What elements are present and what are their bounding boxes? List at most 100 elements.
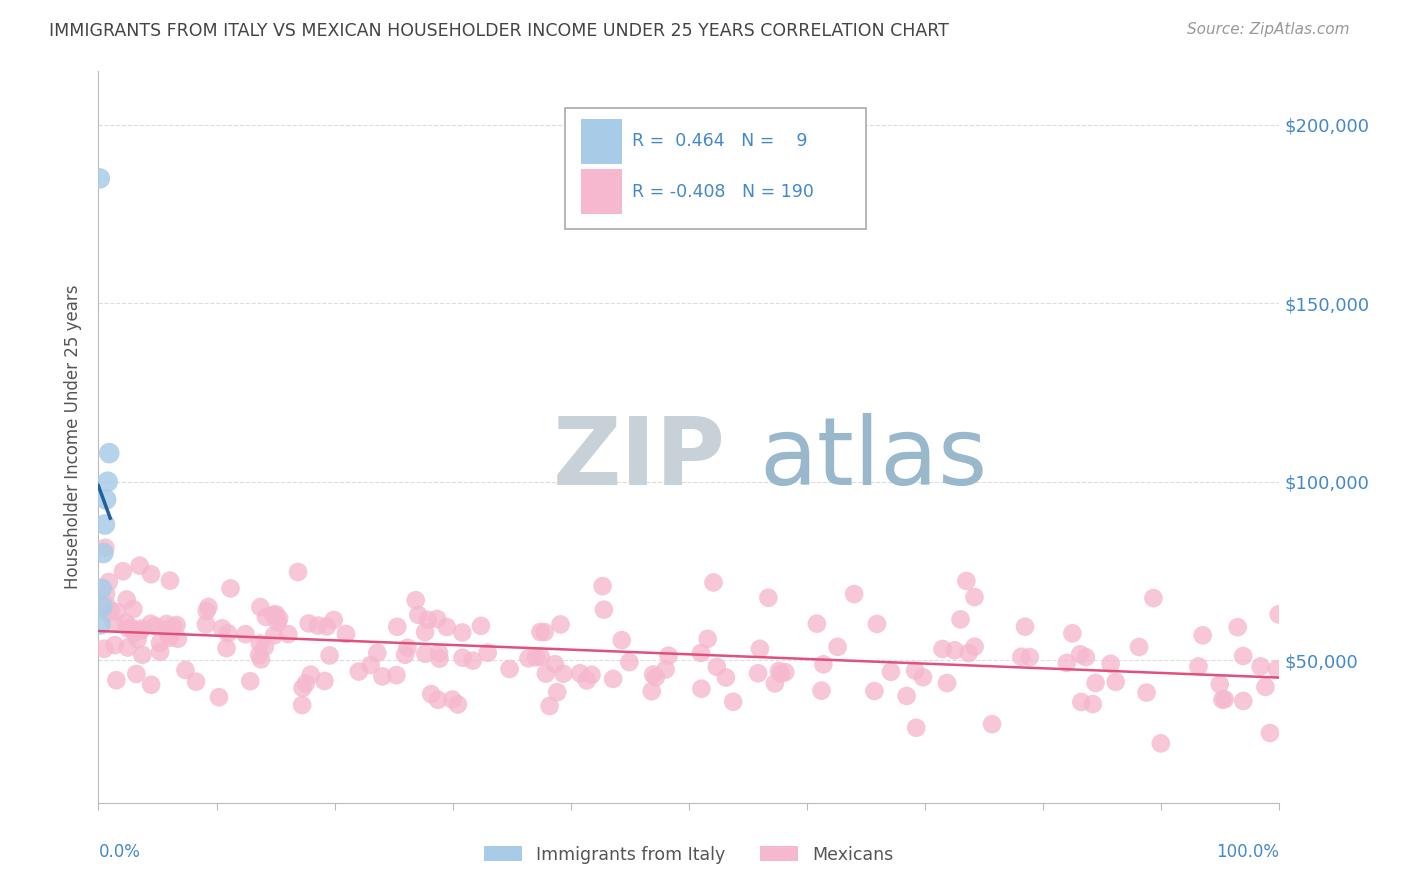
Text: 0.0%: 0.0% xyxy=(98,843,141,861)
Point xyxy=(610,633,633,648)
Point xyxy=(394,648,416,662)
Point xyxy=(416,613,439,627)
Point xyxy=(314,673,336,688)
Point xyxy=(981,717,1004,731)
Point xyxy=(1209,677,1232,691)
Point xyxy=(97,475,120,489)
Point xyxy=(1211,692,1233,706)
Point xyxy=(94,492,117,507)
Point xyxy=(269,611,291,625)
Point xyxy=(94,587,117,601)
FancyBboxPatch shape xyxy=(565,108,866,228)
Point xyxy=(1056,656,1078,670)
Point xyxy=(385,668,408,682)
Point xyxy=(1018,650,1040,665)
Point xyxy=(127,632,149,647)
Point xyxy=(1232,648,1254,663)
Point xyxy=(550,617,572,632)
Point xyxy=(194,617,217,632)
Point xyxy=(1014,620,1036,634)
Point xyxy=(544,657,567,671)
Point xyxy=(105,673,128,688)
Point xyxy=(451,650,474,665)
Text: ZIP: ZIP xyxy=(553,413,725,505)
Point xyxy=(451,625,474,640)
Point xyxy=(405,593,427,607)
Point xyxy=(387,620,409,634)
Point xyxy=(96,605,118,619)
Point xyxy=(396,640,419,655)
Point xyxy=(125,667,148,681)
Point xyxy=(96,599,118,613)
Text: IMMIGRANTS FROM ITALY VS MEXICAN HOUSEHOLDER INCOME UNDER 25 YEARS CORRELATION C: IMMIGRANTS FROM ITALY VS MEXICAN HOUSEHO… xyxy=(49,22,949,40)
Point xyxy=(143,619,166,633)
Point xyxy=(162,620,184,634)
Point xyxy=(360,658,382,673)
Point xyxy=(592,579,614,593)
Point xyxy=(721,695,744,709)
Point xyxy=(936,676,959,690)
Point xyxy=(211,621,233,635)
Legend: Immigrants from Italy, Mexicans: Immigrants from Italy, Mexicans xyxy=(484,846,894,863)
Point xyxy=(155,623,177,637)
Point xyxy=(1062,626,1084,640)
Point xyxy=(842,587,865,601)
Point xyxy=(131,622,153,636)
Point xyxy=(931,642,953,657)
Point xyxy=(264,607,287,622)
Point xyxy=(141,678,163,692)
Point xyxy=(470,619,492,633)
Point xyxy=(690,681,713,696)
Point xyxy=(184,674,207,689)
Point xyxy=(1254,680,1277,694)
Point xyxy=(747,666,769,681)
Point xyxy=(105,605,128,619)
Point xyxy=(159,574,181,588)
Point xyxy=(103,615,125,630)
Point xyxy=(619,655,641,669)
Point xyxy=(262,607,284,622)
Point xyxy=(122,602,145,616)
Point xyxy=(880,665,903,679)
Point xyxy=(748,641,770,656)
Point xyxy=(775,665,797,680)
Point xyxy=(963,590,986,604)
Point xyxy=(949,612,972,626)
Point xyxy=(477,646,499,660)
FancyBboxPatch shape xyxy=(582,169,621,214)
FancyBboxPatch shape xyxy=(582,119,621,163)
Point xyxy=(156,616,179,631)
Point xyxy=(426,612,449,626)
Point xyxy=(702,575,724,590)
Point xyxy=(94,517,117,532)
Point xyxy=(524,650,547,665)
Point xyxy=(263,628,285,642)
Point xyxy=(461,654,484,668)
Point xyxy=(1010,649,1032,664)
Point xyxy=(149,645,172,659)
Point xyxy=(120,620,142,634)
Point xyxy=(654,663,676,677)
Point xyxy=(235,627,257,641)
Point xyxy=(149,636,172,650)
Text: Source: ZipAtlas.com: Source: ZipAtlas.com xyxy=(1187,22,1350,37)
Point xyxy=(943,643,966,657)
Point xyxy=(253,640,276,654)
Point xyxy=(768,664,790,678)
Point xyxy=(1232,694,1254,708)
Point xyxy=(575,673,598,688)
Point xyxy=(1187,659,1209,673)
Point xyxy=(957,646,980,660)
Text: 100.0%: 100.0% xyxy=(1216,843,1279,861)
Point xyxy=(498,662,520,676)
Point xyxy=(307,618,329,632)
Point xyxy=(553,666,575,681)
Point xyxy=(1081,697,1104,711)
Y-axis label: Householder Income Under 25 years: Householder Income Under 25 years xyxy=(65,285,83,590)
Point xyxy=(447,698,470,712)
Point xyxy=(534,666,557,681)
Point xyxy=(159,628,181,642)
Point xyxy=(641,684,664,698)
Point xyxy=(1070,695,1092,709)
Point xyxy=(706,660,728,674)
